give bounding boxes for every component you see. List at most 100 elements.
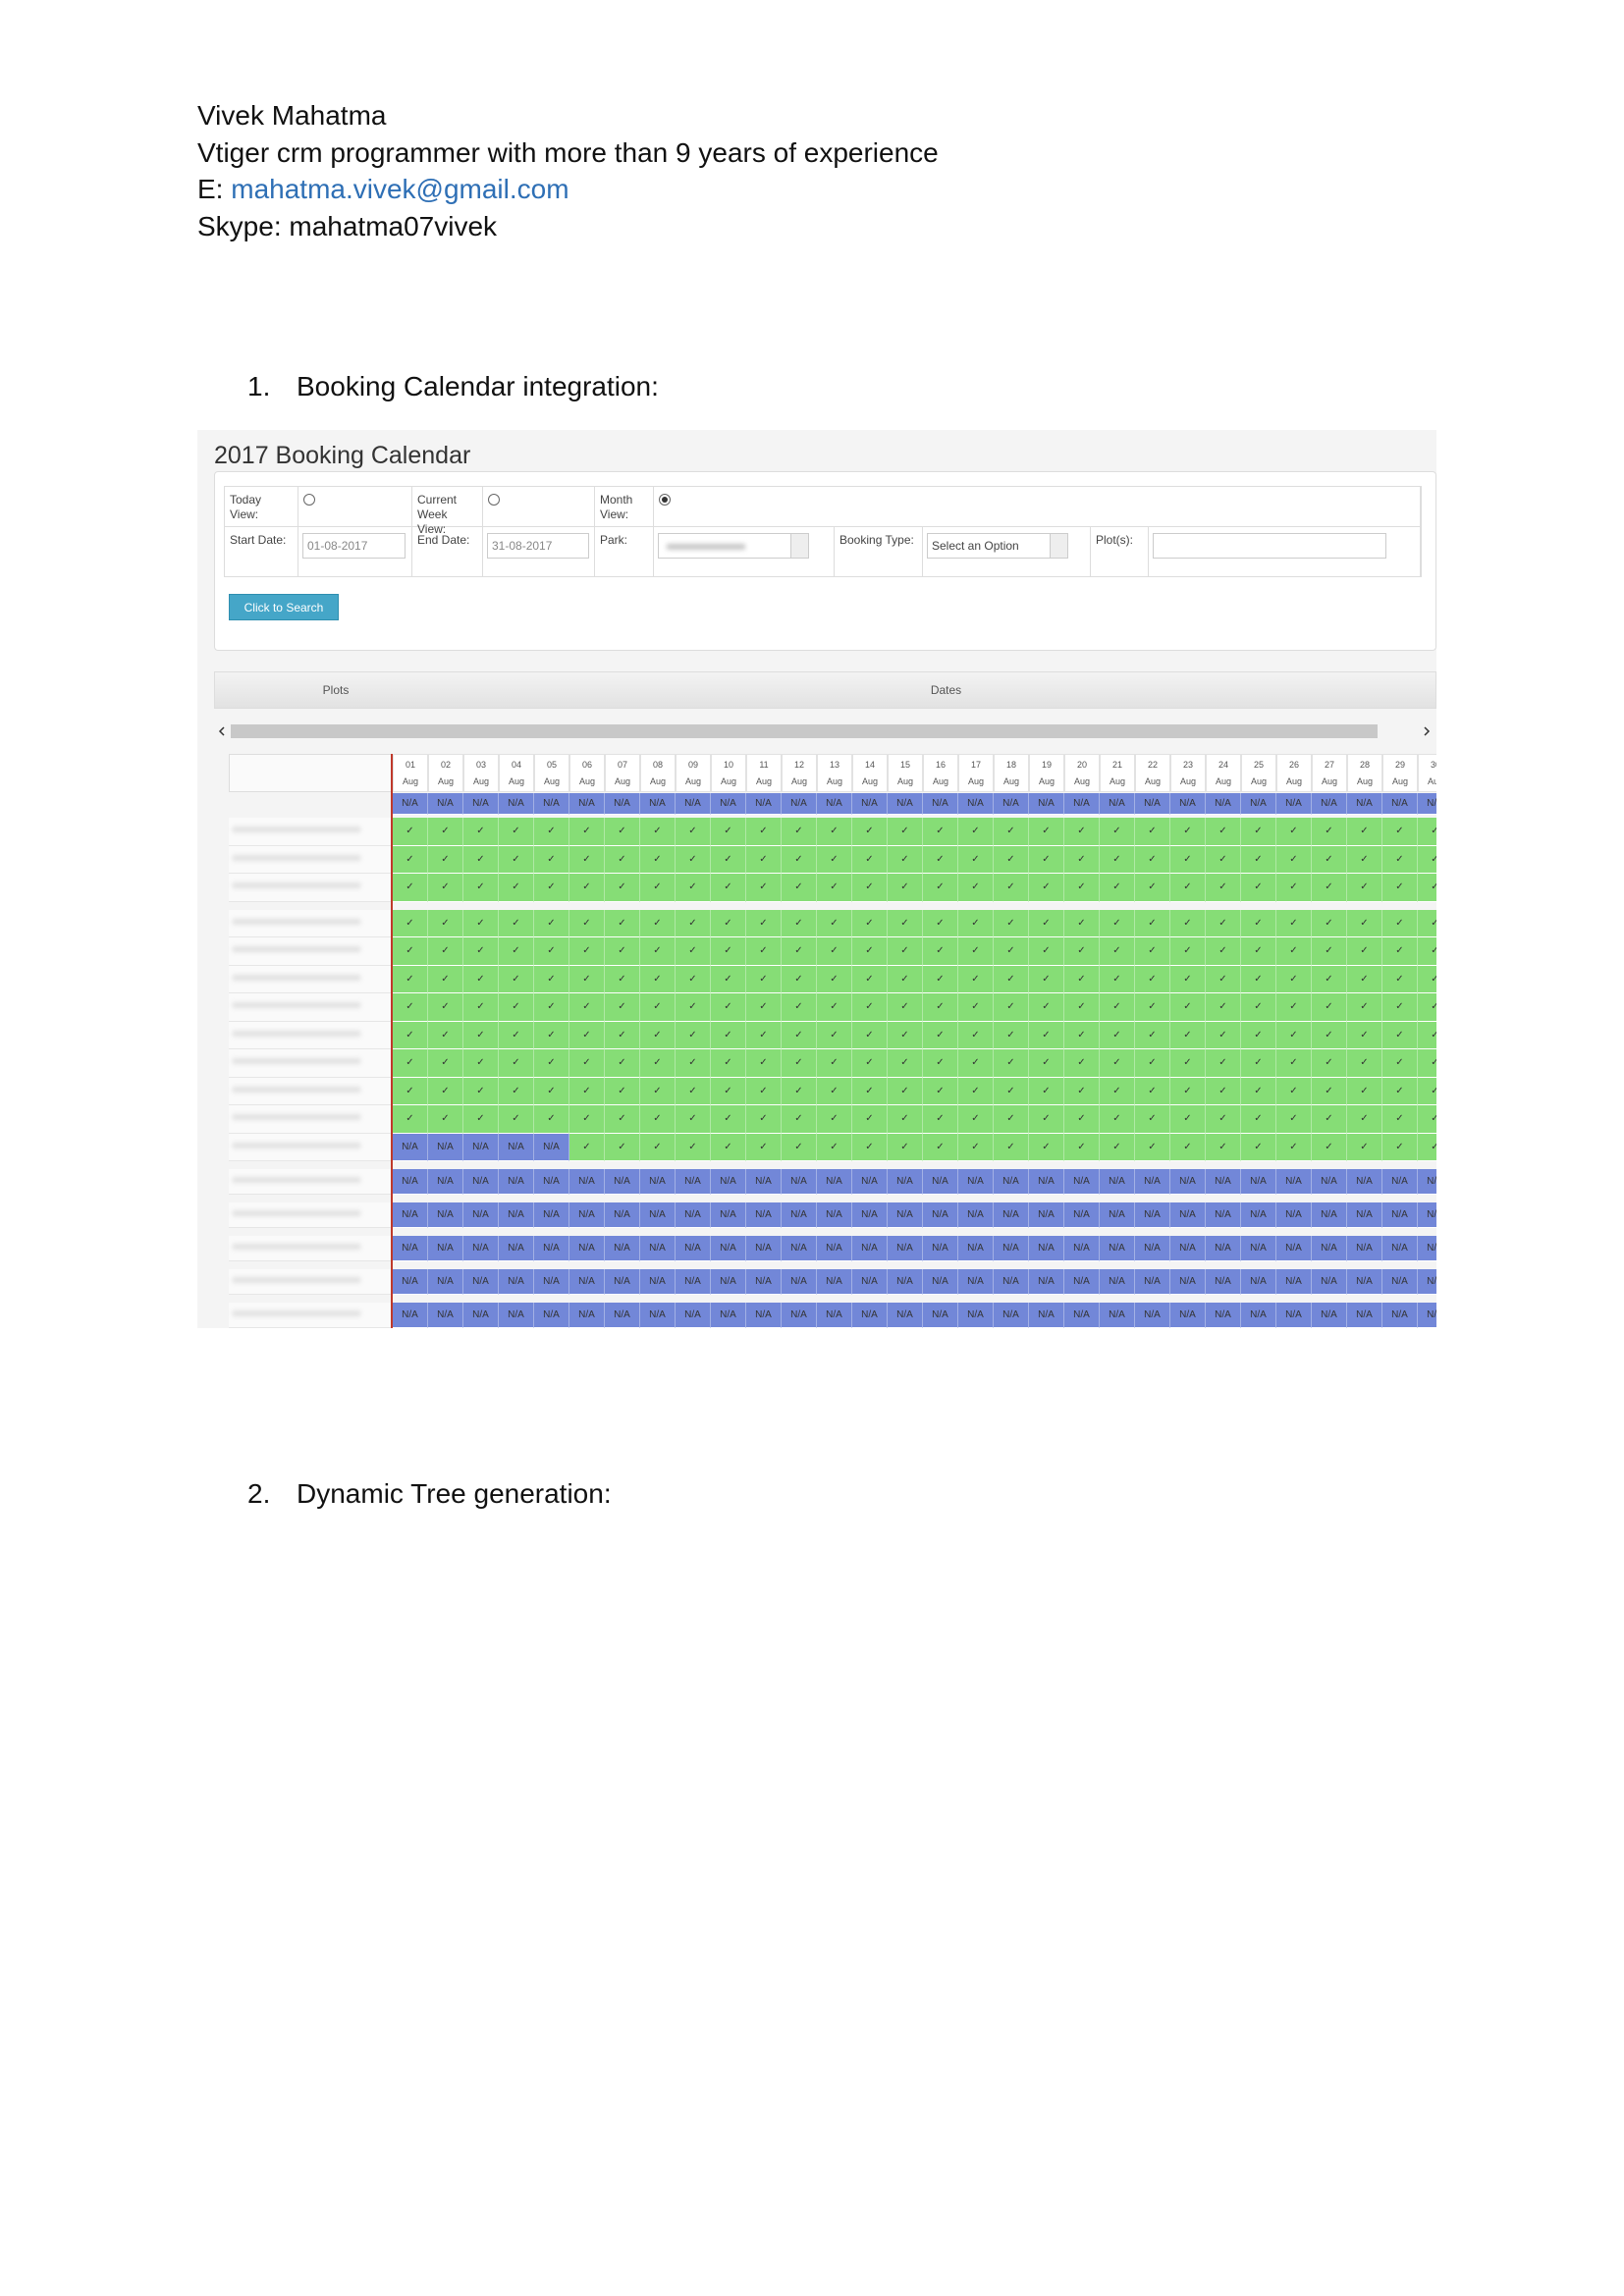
booking-cell: N/A: [958, 793, 994, 815]
booking-cell: ✓: [534, 874, 569, 902]
booking-cell: ✓: [605, 965, 640, 993]
date-header: 22 Aug: [1135, 754, 1170, 792]
booking-cell: ✓: [782, 965, 817, 993]
booking-cell: ✓: [1135, 1133, 1170, 1161]
booking-cell: ✓: [1135, 845, 1170, 874]
booking-cell: ✓: [1241, 937, 1276, 966]
booking-cell: ✓: [605, 1133, 640, 1161]
booking-cell: N/A: [1029, 1303, 1064, 1328]
day-number: 01: [405, 760, 415, 770]
booking-cell: ✓: [746, 965, 782, 993]
booking-cell: ✓: [499, 993, 534, 1022]
booking-cell: N/A: [782, 1236, 817, 1261]
booking-cell: ✓: [1347, 1105, 1382, 1134]
booking-cell: N/A: [782, 1303, 817, 1328]
booking-cell: ✓: [1029, 937, 1064, 966]
start-date-input[interactable]: 01-08-2017: [302, 533, 406, 559]
booking-cell: ✓: [676, 1133, 711, 1161]
plots-input[interactable]: [1153, 533, 1386, 559]
month-label: Aug: [472, 776, 489, 786]
booking-cell: ✓: [852, 1077, 888, 1105]
booking-cell: ✓: [1100, 937, 1135, 966]
booking-cell: N/A: [852, 1202, 888, 1228]
booking-cell: ✓: [1347, 1077, 1382, 1105]
booking-cell: N/A: [994, 1269, 1029, 1295]
start-date-cell: 01-08-2017: [298, 527, 412, 577]
booking-cell: N/A: [1029, 1169, 1064, 1195]
booking-type-select[interactable]: Select an Option: [927, 533, 1068, 559]
view-label: Today View:: [225, 487, 298, 527]
booking-cell: N/A: [1100, 1169, 1135, 1195]
booking-cell: N/A: [640, 1269, 676, 1295]
booking-cell: ✓: [428, 818, 463, 846]
booking-cell: N/A: [605, 793, 640, 815]
booking-cell: ✓: [1241, 1021, 1276, 1049]
day-number: 16: [935, 760, 946, 770]
booking-cell: ✓: [852, 965, 888, 993]
booking-cell: ✓: [994, 1077, 1029, 1105]
booking-cell: ✓: [1241, 965, 1276, 993]
view-radio[interactable]: [303, 494, 315, 506]
booking-cell: ✓: [569, 1105, 605, 1134]
booking-cell: ✓: [1029, 1105, 1064, 1134]
email-link[interactable]: mahatma.vivek@gmail.com: [231, 174, 569, 204]
booking-cell: N/A: [994, 1169, 1029, 1195]
booking-cell: ✓: [1064, 937, 1100, 966]
booking-cell: ✓: [711, 1021, 746, 1049]
booking-cell: ✓: [1382, 1105, 1418, 1134]
booking-cell: N/A: [817, 793, 852, 815]
booking-cell: ✓: [534, 909, 569, 937]
booking-cell: ✓: [782, 845, 817, 874]
booking-cell: ✓: [994, 909, 1029, 937]
booking-cell: N/A: [676, 1202, 711, 1228]
booking-cell: N/A: [1170, 1303, 1206, 1328]
booking-cell: N/A: [923, 1169, 958, 1195]
booking-cell: ✓: [1418, 1133, 1436, 1161]
booking-cell: ✓: [711, 818, 746, 846]
booking-cell: N/A: [1312, 1202, 1347, 1228]
scrollbar[interactable]: [215, 722, 1436, 740]
booking-cell: ✓: [1029, 993, 1064, 1022]
end-date-input[interactable]: 31-08-2017: [487, 533, 589, 559]
scroll-right[interactable]: [1424, 726, 1431, 736]
month-label: Aug: [578, 776, 595, 786]
booking-cell: ✓: [711, 965, 746, 993]
view-radio[interactable]: [488, 494, 500, 506]
booking-cell: N/A: [1241, 1202, 1276, 1228]
booking-cell: ✓: [676, 845, 711, 874]
booking-cell: N/A: [569, 1236, 605, 1261]
booking-cell: ✓: [994, 937, 1029, 966]
date-header: 12 Aug: [782, 754, 817, 792]
booking-cell: ✓: [958, 937, 994, 966]
booking-cell: ✓: [1029, 874, 1064, 902]
booking-cell: N/A: [817, 1202, 852, 1228]
view-radio[interactable]: [659, 494, 671, 506]
plot-row-bg: [229, 1236, 392, 1261]
booking-cell: ✓: [534, 993, 569, 1022]
booking-cell: ✓: [1382, 937, 1418, 966]
author-name: Vivek Mahatma: [197, 100, 387, 131]
booking-cell: ✓: [605, 1021, 640, 1049]
plot-row-bg: [229, 1133, 392, 1161]
booking-cell: N/A: [1135, 1202, 1170, 1228]
booking-cell: N/A: [1241, 1236, 1276, 1261]
booking-cell: ✓: [569, 1049, 605, 1078]
booking-cell: ✓: [923, 909, 958, 937]
scroll-left[interactable]: [218, 726, 225, 736]
scroll-thumb[interactable]: [231, 724, 1378, 738]
date-header: 29 Aug: [1382, 754, 1418, 792]
booking-cell: N/A: [499, 1169, 534, 1195]
park-select[interactable]: [658, 533, 809, 559]
booking-cell: ✓: [958, 993, 994, 1022]
grid-header-bar: [214, 671, 1436, 709]
day-number: 23: [1182, 760, 1193, 770]
booking-cell: N/A: [958, 1202, 994, 1228]
search-button[interactable]: Click to Search: [229, 594, 339, 620]
booking-cell: ✓: [463, 965, 499, 993]
booking-cell: ✓: [1347, 1021, 1382, 1049]
booking-cell: ✓: [499, 965, 534, 993]
booking-cell: ✓: [605, 993, 640, 1022]
booking-cell: ✓: [1276, 874, 1312, 902]
plot-row-bg: [229, 1105, 392, 1134]
day-number: 15: [899, 760, 910, 770]
